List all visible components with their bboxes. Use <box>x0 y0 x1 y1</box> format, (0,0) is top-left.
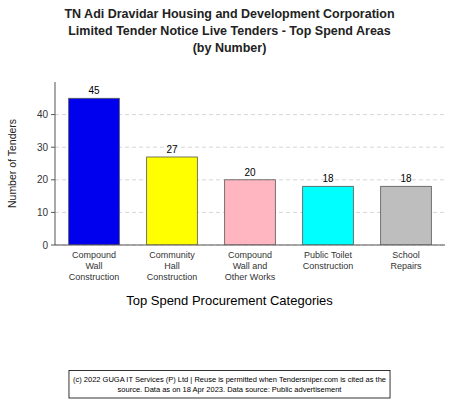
y-axis-line <box>55 82 56 245</box>
y-tick <box>51 147 55 148</box>
chart-svg: TN Adi Dravidar Housing and Development … <box>0 0 459 400</box>
title-line: TN Adi Dravidar Housing and Development … <box>64 7 394 21</box>
footnote-text: (c) 2022 GUGA IT Services (P) Ltd | Reus… <box>73 375 386 395</box>
data-label: 27 <box>166 144 178 155</box>
x-tick-label-line: Construction <box>69 272 120 282</box>
x-tick-label: CompoundWallConstruction <box>69 250 120 282</box>
bar <box>381 186 432 245</box>
x-tick-label-line: Hall <box>164 261 180 271</box>
x-tick-label-line: Wall <box>85 261 102 271</box>
x-tick-label-line: Compound <box>72 250 116 260</box>
x-tick-label-line: Community <box>149 250 195 260</box>
data-label: 18 <box>400 173 412 184</box>
x-tick-label: SchoolRepairs <box>390 250 422 271</box>
x-tick-label: Public ToiletConstruction <box>303 250 354 271</box>
data-label: 20 <box>244 167 256 178</box>
bar <box>303 186 354 245</box>
x-tick-label-line: Other Works <box>225 272 276 282</box>
y-tick <box>51 245 55 246</box>
x-tick-label: CompoundWall andOther Works <box>225 250 276 282</box>
bar <box>69 98 120 245</box>
footnote-line: (c) 2022 GUGA IT Services (P) Ltd | Reus… <box>73 375 386 384</box>
data-label: 45 <box>88 85 100 96</box>
background <box>0 0 459 400</box>
x-tick-label-line: Construction <box>147 272 198 282</box>
y-tick-label: 40 <box>37 109 49 120</box>
x-tick-label-line: Wall and <box>233 261 268 271</box>
bar <box>225 180 276 245</box>
x-tick-label-line: School <box>392 250 420 260</box>
y-tick-label: 0 <box>42 240 48 251</box>
y-tick <box>51 212 55 213</box>
footnote-line: source. Data as on 18 Apr 2023. Data sou… <box>118 385 343 394</box>
y-tick-label: 20 <box>37 174 49 185</box>
title-line: Limited Tender Notice Live Tenders - Top… <box>68 24 391 38</box>
title: TN Adi Dravidar Housing and Development … <box>64 7 394 55</box>
y-axis-label: Number of Tenders <box>6 119 18 208</box>
x-tick-label-line: Repairs <box>390 261 422 271</box>
data-label: 18 <box>322 173 334 184</box>
footnote-box <box>69 371 390 399</box>
y-tick-label: 30 <box>37 142 49 153</box>
y-tick <box>51 114 55 115</box>
y-tick-label: 10 <box>37 207 49 218</box>
x-tick-label-line: Construction <box>303 261 354 271</box>
x-axis-line <box>55 245 445 246</box>
x-tick-label-line: Public Toilet <box>304 250 352 260</box>
y-tick <box>51 179 55 180</box>
title-line: (by Number) <box>193 41 267 55</box>
x-axis-label: Top Spend Procurement Categories <box>126 293 333 308</box>
x-tick-label: CommunityHallConstruction <box>147 250 198 282</box>
grid-line <box>55 245 445 246</box>
x-tick-label-line: Compound <box>228 250 272 260</box>
bar <box>147 157 198 245</box>
chart-container: TN Adi Dravidar Housing and Development … <box>0 0 459 400</box>
bars <box>69 98 432 245</box>
footnote: (c) 2022 GUGA IT Services (P) Ltd | Reus… <box>69 371 390 399</box>
